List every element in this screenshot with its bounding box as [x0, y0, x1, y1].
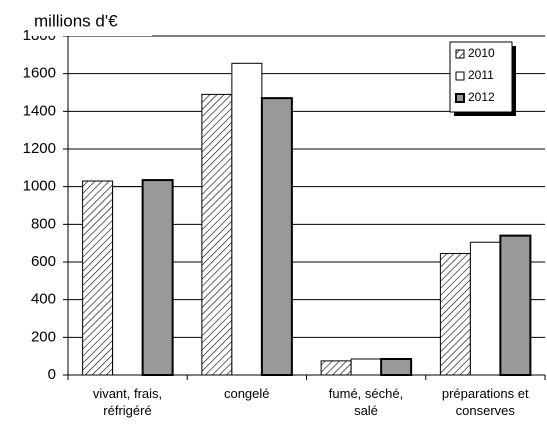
- bar: [350, 358, 382, 376]
- bar: [499, 234, 532, 376]
- bar: [260, 97, 293, 377]
- legend-label: 2012: [468, 90, 495, 104]
- y-tick-label: 800: [31, 215, 56, 232]
- legend-swatch: [455, 93, 465, 103]
- bar: [112, 186, 144, 376]
- y-tick-label: 0: [48, 366, 56, 383]
- legend-swatch: [455, 71, 465, 81]
- legend-label: 2010: [468, 46, 495, 60]
- bar: [469, 241, 501, 376]
- y-tick-label: 1000: [23, 178, 56, 195]
- bar: [82, 180, 114, 376]
- bar: [320, 360, 352, 376]
- bar: [141, 179, 174, 376]
- y-tick-label: 1200: [23, 140, 56, 157]
- y-tick-label: 1400: [23, 102, 56, 119]
- bar: [201, 93, 233, 376]
- bar: [380, 357, 413, 377]
- bar: [439, 253, 471, 376]
- title-bg: [30, 8, 152, 36]
- legend-label: 2011: [468, 68, 494, 82]
- x-tick-label: préparations et conserves: [441, 386, 529, 418]
- y-tick-label: 1600: [23, 65, 56, 82]
- bar: [231, 62, 263, 376]
- x-tick-label: congelé: [223, 386, 270, 401]
- legend-swatch: [455, 49, 465, 59]
- y-tick-label: 600: [31, 253, 56, 270]
- y-tick-label: 400: [31, 291, 56, 308]
- x-tick-label: vivant, frais, réfrigéré: [92, 386, 163, 418]
- chart-title: millions d'€: [34, 11, 118, 30]
- x-tick-label: fumé, séché, salé: [328, 386, 404, 418]
- y-tick-label: 200: [31, 328, 56, 345]
